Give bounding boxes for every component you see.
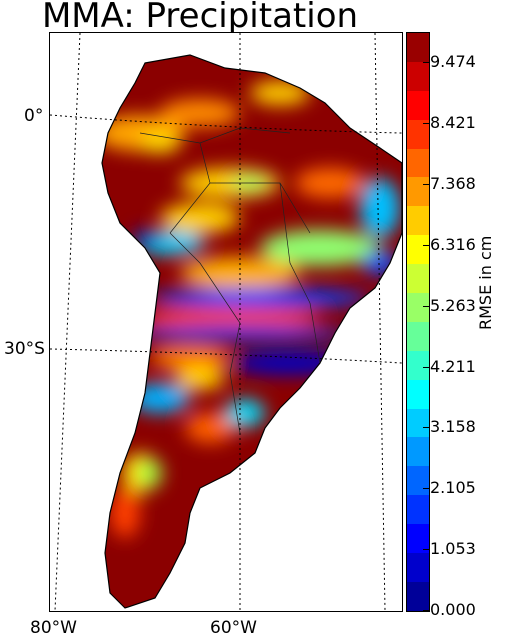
map-title: MMA: Precipitation bbox=[41, 0, 359, 36]
country-borders bbox=[139, 127, 321, 434]
graticule bbox=[50, 33, 402, 611]
colorbar-tick-mark bbox=[423, 427, 429, 429]
colorbar-segment bbox=[407, 61, 429, 91]
colorbar-tick-label: 6.316 bbox=[430, 234, 476, 254]
colorbar-tick-label: 9.474 bbox=[430, 52, 476, 72]
colorbar-segment bbox=[407, 553, 429, 582]
map-panel bbox=[49, 32, 403, 612]
colorbar-tick-mark bbox=[423, 549, 429, 551]
precipitation-map bbox=[50, 33, 402, 611]
colorbar-segment bbox=[407, 524, 429, 554]
lon-label-80w: 80°W bbox=[30, 618, 77, 638]
lat-label-0: 0° bbox=[24, 106, 44, 126]
colorbar-segment bbox=[407, 33, 429, 62]
colorbar-tick-label: 0.000 bbox=[430, 600, 476, 619]
colorbar-segment bbox=[407, 581, 429, 611]
colorbar-segment bbox=[407, 90, 429, 120]
colorbar-segment bbox=[407, 148, 429, 178]
colorbar-tick-label: 3.158 bbox=[430, 417, 476, 437]
colorbar-segment bbox=[407, 293, 429, 322]
colorbar-tick-mark bbox=[423, 488, 429, 490]
colorbar-segment bbox=[407, 235, 429, 265]
colorbar-segment bbox=[407, 206, 429, 236]
colorbar-segment bbox=[407, 437, 429, 467]
colorbar-tick-mark bbox=[423, 305, 429, 307]
colorbar-segment bbox=[407, 408, 429, 438]
colorbar-segment bbox=[407, 321, 429, 351]
colorbar-tick-label: 8.421 bbox=[430, 113, 476, 133]
colorbar-tick-mark bbox=[423, 244, 429, 246]
colorbar-tick-label: 1.053 bbox=[430, 539, 476, 559]
colorbar-tick-label: 7.368 bbox=[430, 174, 476, 194]
colorbar-segment bbox=[407, 264, 429, 294]
lat-label-30s: 30°S bbox=[4, 339, 45, 359]
colorbar-segment bbox=[407, 177, 429, 207]
colorbar-segment bbox=[407, 495, 429, 525]
colorbar bbox=[406, 32, 430, 612]
colorbar-segment bbox=[407, 350, 429, 380]
colorbar-segment bbox=[407, 466, 429, 496]
colorbar-tick-mark bbox=[423, 62, 429, 64]
colorbar-tick-label: 4.211 bbox=[430, 356, 476, 376]
rmse-field bbox=[102, 55, 402, 608]
colorbar-tick-label: 5.263 bbox=[430, 295, 476, 315]
colorbar-tick-label: 2.105 bbox=[430, 478, 476, 498]
coastline bbox=[101, 54, 402, 609]
colorbar-tick-mark bbox=[423, 184, 429, 186]
colorbar-tick-mark bbox=[423, 610, 429, 611]
colorbar-segment bbox=[407, 119, 429, 149]
colorbar-tick-mark bbox=[423, 366, 429, 368]
colorbar-tick-mark bbox=[423, 123, 429, 125]
lon-label-60w: 60°W bbox=[210, 618, 257, 638]
colorbar-segment bbox=[407, 379, 429, 409]
colorbar-label: RMSE in cm bbox=[476, 235, 495, 330]
